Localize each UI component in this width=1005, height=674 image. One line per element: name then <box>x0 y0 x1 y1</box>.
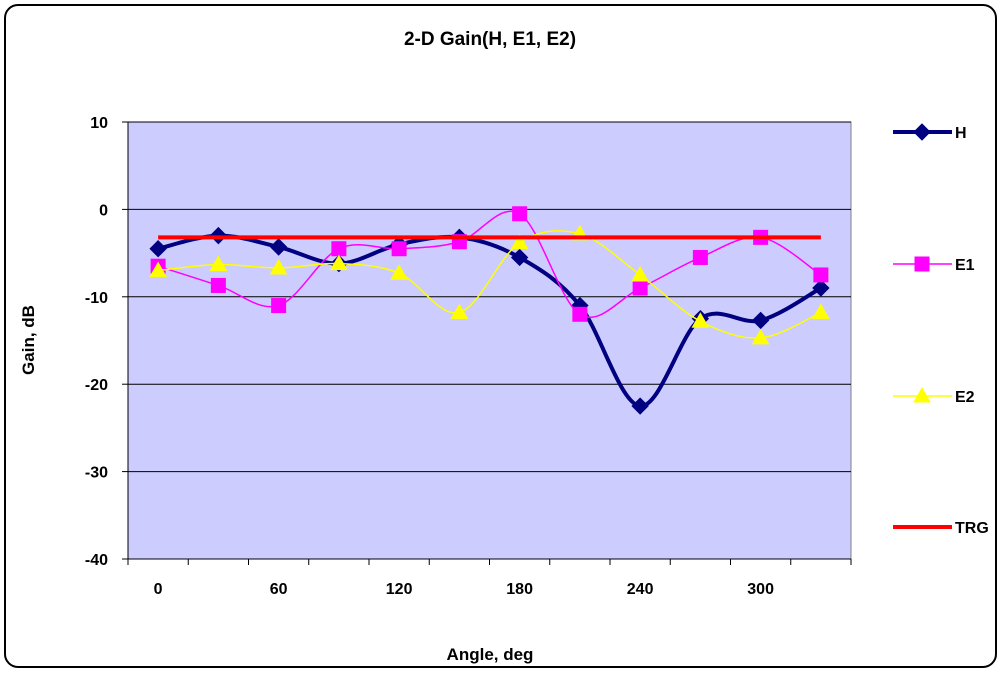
data-point-h <box>269 238 288 256</box>
x-tick-label: 240 <box>627 581 654 598</box>
legend-label-trg: TRG <box>955 520 989 537</box>
y-tick-label: -10 <box>85 290 108 307</box>
legend-item-h: H <box>893 123 967 142</box>
x-axis-title: Angle, deg <box>447 645 534 664</box>
legend-marker-e1 <box>914 256 930 272</box>
grid-lines <box>128 121 851 473</box>
data-point-e1 <box>391 241 407 257</box>
data-point-h <box>812 279 830 297</box>
y-tick-label: -30 <box>85 465 108 482</box>
data-point-e2 <box>269 258 288 275</box>
data-point-e2 <box>510 233 529 250</box>
data-point-e2 <box>751 328 770 345</box>
data-point-e2 <box>812 303 830 320</box>
data-point-e2 <box>330 254 348 271</box>
data-point-e1 <box>210 277 226 293</box>
data-point-e2 <box>450 303 469 320</box>
data-point-e1 <box>512 206 528 222</box>
data-point-e2 <box>390 264 408 280</box>
data-point-e1 <box>331 241 347 257</box>
data-point-h <box>631 397 649 415</box>
legend-marker-e2 <box>913 386 931 403</box>
legend: H E1 E2 TRG <box>893 123 989 537</box>
data-point-h <box>751 311 770 330</box>
series-e1 <box>150 206 829 322</box>
data-point-e2 <box>631 265 649 282</box>
legend-label-h: H <box>955 125 967 142</box>
data-point-e2 <box>691 312 710 328</box>
data-point-e1 <box>572 306 588 322</box>
legend-marker-h <box>913 123 931 141</box>
plot-area <box>127 121 852 560</box>
y-tick-label: -20 <box>85 377 108 394</box>
legend-label-e1: E1 <box>955 257 975 274</box>
data-point-e2 <box>209 255 228 271</box>
data-point-e1 <box>271 298 287 314</box>
data-point-e1 <box>632 280 648 296</box>
series-layer <box>149 206 830 415</box>
axes: 10 0 -10 -20 -30 -40 0 60 120 180 240 300 <box>85 115 852 598</box>
y-tick-label: 10 <box>90 115 108 132</box>
y-axis-title: Gain, dB <box>19 305 38 375</box>
data-point-h <box>149 240 167 258</box>
y-tick-label: 0 <box>99 202 108 219</box>
data-point-e1 <box>692 249 708 265</box>
x-tick-label: 120 <box>386 581 413 598</box>
data-point-e2 <box>149 261 167 278</box>
legend-label-e2: E2 <box>955 389 975 406</box>
legend-item-e1: E1 <box>893 256 975 274</box>
data-point-h <box>510 248 529 267</box>
y-tick-label: -40 <box>85 552 108 569</box>
legend-item-e2: E2 <box>893 386 975 406</box>
x-tick-label: 180 <box>506 581 533 598</box>
data-point-e1 <box>813 267 829 283</box>
chart-title: 2-D Gain(H, E1, E2) <box>404 29 576 50</box>
legend-item-trg: TRG <box>893 520 989 537</box>
x-tick-label: 0 <box>154 581 163 598</box>
x-tick-label: 300 <box>747 581 774 598</box>
x-tick-label: 60 <box>270 581 288 598</box>
